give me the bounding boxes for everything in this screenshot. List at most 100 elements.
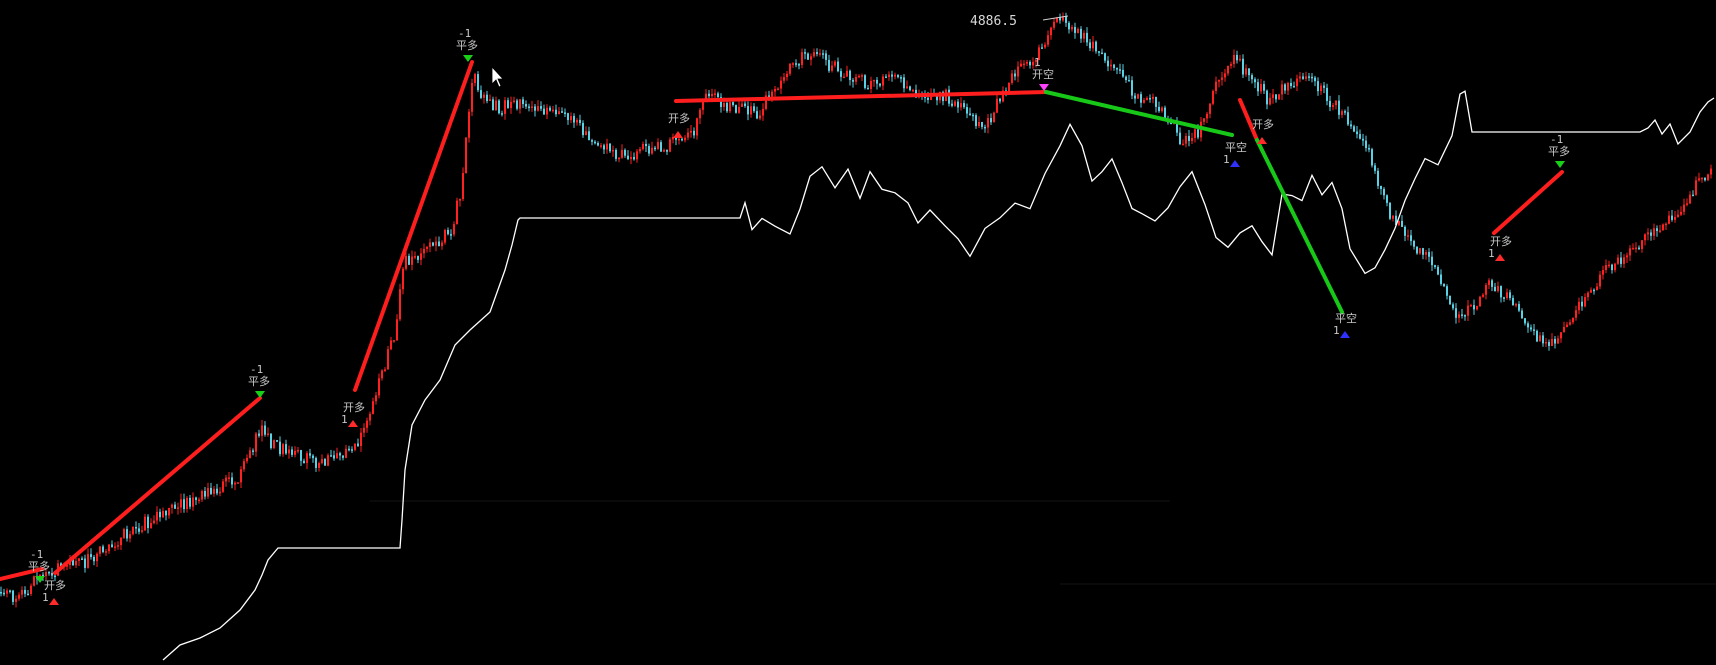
candle-body bbox=[666, 150, 668, 152]
candle-body bbox=[1512, 297, 1514, 306]
candle-body bbox=[726, 102, 728, 112]
candle-body bbox=[327, 455, 329, 466]
marker-sublabel: 1 bbox=[1333, 324, 1340, 337]
candle-body bbox=[645, 143, 647, 147]
candle-body bbox=[1470, 305, 1472, 307]
arrow-down-icon bbox=[35, 576, 45, 583]
candle-body bbox=[891, 74, 893, 77]
candle-body bbox=[1509, 292, 1511, 298]
candle-body bbox=[585, 131, 587, 136]
candle-body bbox=[1296, 78, 1298, 87]
candle-body bbox=[1707, 174, 1709, 181]
candle-body bbox=[993, 112, 995, 123]
candle-body bbox=[1152, 96, 1154, 99]
candle-body bbox=[1338, 100, 1340, 115]
candle-body bbox=[0, 592, 2, 594]
candle-body bbox=[531, 106, 533, 108]
candle-body bbox=[51, 573, 53, 576]
candle-body bbox=[510, 101, 512, 109]
candle-body bbox=[1671, 215, 1673, 220]
candle-body bbox=[348, 448, 350, 451]
candle-body bbox=[849, 70, 851, 81]
candle-body bbox=[78, 558, 80, 561]
candle-body bbox=[234, 482, 236, 485]
candle-body bbox=[72, 558, 74, 566]
candle-body bbox=[354, 443, 356, 450]
candle-body bbox=[249, 450, 251, 458]
marker-sublabel: 平多 bbox=[1548, 144, 1570, 158]
marker-label: -1 bbox=[1550, 133, 1563, 146]
candle-body bbox=[1629, 248, 1631, 256]
candle-body bbox=[852, 80, 854, 82]
candle-body bbox=[1506, 292, 1508, 299]
candle-body bbox=[708, 93, 710, 97]
candle-body bbox=[786, 73, 788, 78]
candle-body bbox=[1632, 248, 1634, 250]
candle-body bbox=[540, 106, 542, 109]
candle-body bbox=[1146, 97, 1148, 100]
candle-body bbox=[93, 556, 95, 562]
candle-body bbox=[1434, 265, 1436, 267]
candle-body bbox=[99, 546, 101, 554]
candle-body bbox=[429, 242, 431, 247]
candle-body bbox=[489, 99, 491, 102]
candle-body bbox=[1017, 66, 1019, 77]
candle-body bbox=[525, 104, 527, 107]
candle-body bbox=[243, 461, 245, 470]
arrow-up-icon bbox=[49, 598, 59, 605]
candle-body bbox=[651, 147, 653, 154]
candle-body bbox=[1548, 341, 1550, 347]
candle-body bbox=[165, 510, 167, 516]
candle-body bbox=[114, 546, 116, 548]
candle-body bbox=[1515, 304, 1517, 306]
trade-marker: 1开空 bbox=[1032, 56, 1054, 91]
candle-body bbox=[630, 156, 632, 160]
trade-marker: 开多1 bbox=[341, 400, 365, 427]
candle-body bbox=[321, 458, 323, 464]
candle-body bbox=[294, 450, 296, 455]
candle-body bbox=[636, 151, 638, 160]
candle-body bbox=[780, 80, 782, 89]
trade-lines bbox=[0, 60, 1564, 581]
candle-body bbox=[648, 146, 650, 154]
candle-body bbox=[3, 592, 5, 595]
candle-body bbox=[1524, 318, 1526, 324]
candle-body bbox=[117, 545, 119, 547]
candle-body bbox=[972, 114, 974, 117]
candle-body bbox=[1680, 211, 1682, 215]
candle-body bbox=[1500, 286, 1502, 298]
trade-marker: -1平多 bbox=[248, 363, 270, 398]
candle-body bbox=[1428, 252, 1430, 257]
candle-body bbox=[1683, 204, 1685, 212]
candle-body bbox=[690, 130, 692, 133]
candle-body bbox=[396, 319, 398, 341]
marker-sublabel: 平多 bbox=[28, 559, 50, 573]
candle-body bbox=[48, 571, 50, 574]
candle-body bbox=[192, 497, 194, 507]
trade-line bbox=[353, 60, 474, 392]
candle-body bbox=[1257, 82, 1259, 92]
candle-body bbox=[969, 113, 971, 116]
candle-body bbox=[552, 109, 554, 112]
candle-body bbox=[297, 450, 299, 452]
candle-body bbox=[405, 255, 407, 269]
candle-body bbox=[213, 488, 215, 494]
candle-body bbox=[1203, 118, 1205, 122]
candle-body bbox=[519, 99, 521, 109]
candle-body bbox=[873, 79, 875, 82]
candle-body bbox=[1281, 84, 1283, 95]
candle-body bbox=[1623, 257, 1625, 264]
candle-body bbox=[516, 100, 518, 109]
candle-body bbox=[1284, 84, 1286, 91]
candle-body bbox=[1593, 289, 1595, 292]
candle-body bbox=[1362, 138, 1364, 141]
candle-body bbox=[216, 488, 218, 494]
candle-body bbox=[1404, 226, 1406, 236]
candle-body bbox=[330, 455, 332, 457]
candle-body bbox=[1458, 314, 1460, 318]
candle-body bbox=[534, 106, 536, 111]
marker-label: 开多 bbox=[44, 578, 66, 592]
candle-body bbox=[906, 86, 908, 89]
candle-body bbox=[816, 52, 818, 54]
